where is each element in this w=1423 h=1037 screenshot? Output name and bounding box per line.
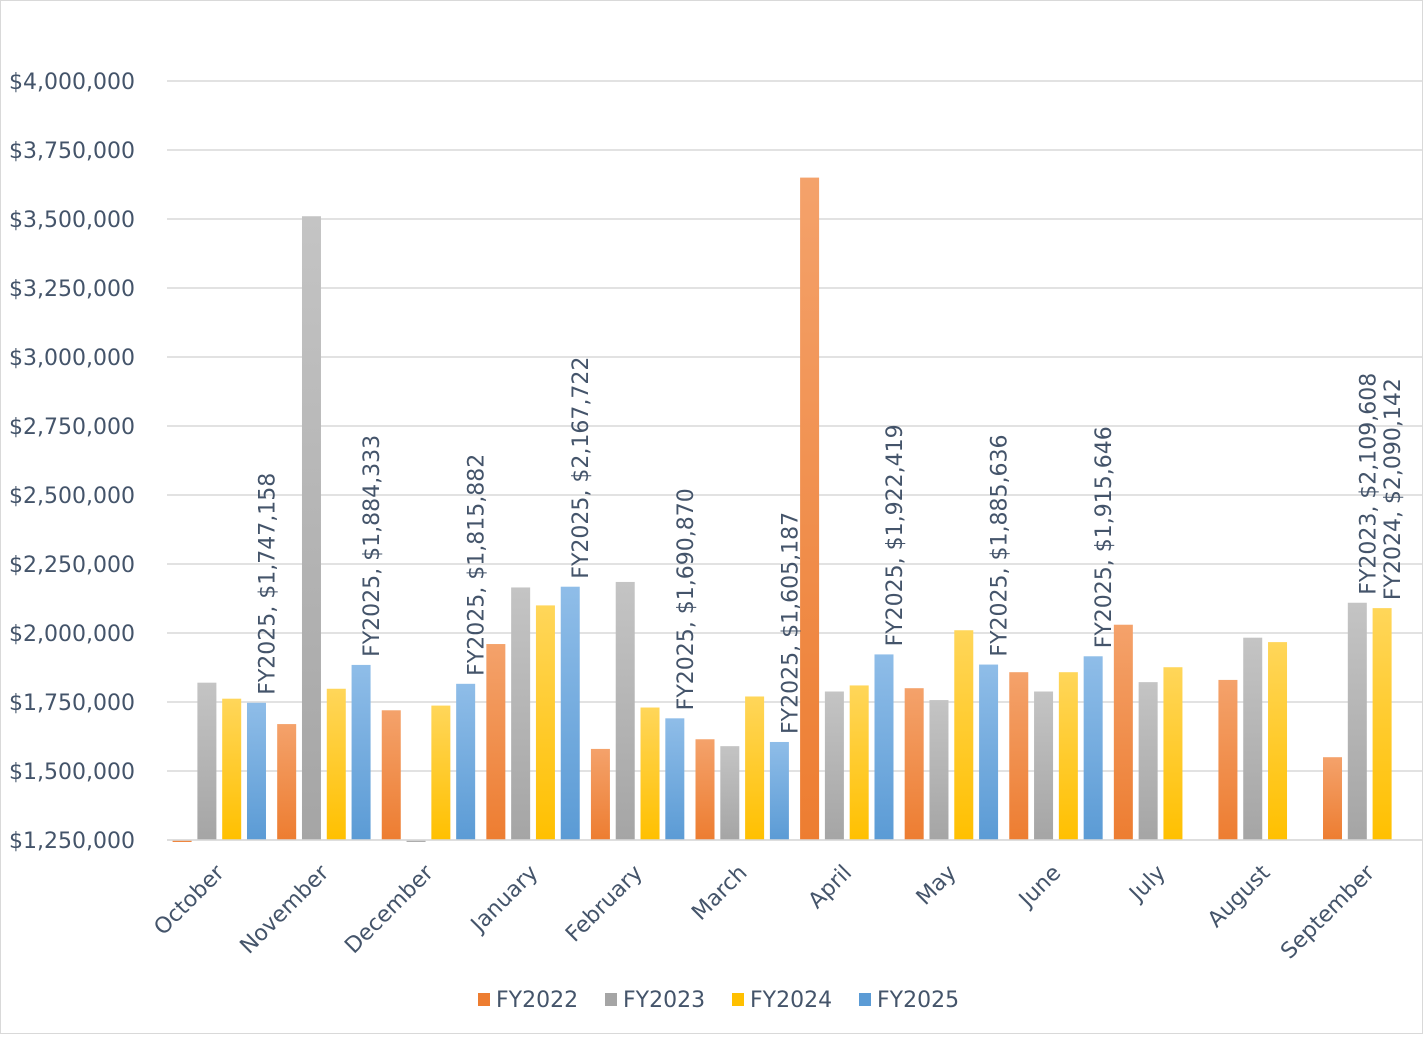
x-tick-label: September [1276,860,1380,964]
y-axis-tick-labels: $1,250,000 $1,500,000 $1,750,000 $2,000,000… [9,70,135,854]
y-tick-label: $1,250,000 [9,829,135,854]
bar-fy2022-june [1009,672,1029,840]
x-tick-label: May [912,861,962,911]
bar-fy2023-february [615,581,635,840]
data-labels: FY2025, $1,747,158 FY2025, $1,884,333 FY20… [255,357,1406,734]
data-label: FY2024, $2,090,142 [1381,378,1406,600]
data-label: FY2025, $1,605,187 [778,512,803,734]
x-tick-label: July [1124,861,1171,908]
bar-fy2024-january [535,605,555,840]
y-tick-label: $3,500,000 [9,208,135,233]
bar-fy2022-august [1218,679,1238,840]
bar-fy2025-may [979,664,999,840]
y-tick-label: $3,250,000 [9,277,135,302]
bar-fy2023-july [1138,682,1158,840]
bar-fy2024-july [1163,667,1183,840]
bar-fy2025-january [560,586,580,840]
data-label: FY2025, $1,922,419 [883,424,908,646]
data-label: FY2025, $1,915,646 [1092,426,1117,648]
data-label: FY2025, $1,884,333 [360,435,385,657]
bar-fy2024-february [640,707,660,840]
y-tick-label: $3,000,000 [9,346,135,371]
y-tick-label: $2,750,000 [9,415,135,440]
data-label: FY2025, $1,815,882 [465,454,490,676]
bar-fy2023-october [197,682,217,840]
bar-fy2025-april [874,654,894,840]
bar-fy2024-december [431,705,451,840]
bar-fy2025-december [456,683,476,840]
bar-fy2022-december [381,710,401,840]
x-tick-label: November [236,860,335,959]
y-tick-label: $2,000,000 [9,622,135,647]
data-label: FY2025, $1,690,870 [674,488,699,710]
x-tick-label: August [1203,860,1275,932]
bar-fy2023-november [301,216,321,841]
data-label: FY2025, $1,747,158 [255,473,280,695]
bar-fy2022-september [1323,757,1343,840]
bar-fy2024-august [1268,642,1288,840]
bar-fy2023-april [824,691,844,840]
bar-fy2022-february [590,748,610,840]
bar-fy2024-may [954,630,974,840]
legend-swatch-fy2025 [859,993,871,1006]
y-tick-label: $2,500,000 [9,484,135,509]
y-tick-label: $4,000,000 [9,70,135,95]
bar-fy2022-january [486,644,506,840]
bar-fy2024-september [1372,608,1392,840]
y-tick-label: $3,750,000 [9,139,135,164]
legend-label: FY2024 [750,988,832,1013]
bar-fy2023-march [720,746,740,840]
bar-fy2022-april [800,177,820,841]
data-label: FY2025, $2,167,722 [569,357,594,579]
legend-swatch-fy2024 [732,993,744,1006]
x-axis-tick-labels: October November December January February Ma… [150,860,1381,964]
bar-fy2024-march [745,696,765,840]
bar-fy2022-march [695,739,715,840]
legend-label: FY2025 [877,988,959,1013]
bar-fy2024-october [222,698,242,840]
bar-fy2025-november [351,664,371,840]
bar-fy2025-february [665,718,685,840]
bar-fy2022-november [277,724,297,840]
legend-label: FY2023 [623,988,705,1013]
bar-fy2024-april [849,685,869,840]
bar-fy2022-may [904,688,924,840]
legend: FY2022 FY2023 FY2024 FY2025 [478,988,959,1013]
legend-swatch-fy2022 [478,993,490,1006]
x-tick-label: June [1013,861,1066,914]
x-tick-label: October [150,860,231,941]
bar-fy2023-january [511,587,531,840]
bar-fy2025-october [246,702,266,840]
bar-fy2023-december [406,840,426,842]
bar-fy2022-october [172,840,192,842]
x-tick-label: March [687,861,752,926]
bar-fy2024-november [326,688,346,840]
bar-fy2023-august [1243,637,1263,840]
legend-label: FY2022 [496,988,578,1013]
data-label: FY2025, $1,885,636 [988,435,1013,657]
y-tick-label: $1,500,000 [9,760,135,785]
y-tick-label: $2,250,000 [9,553,135,578]
x-tick-label: February [561,861,648,948]
bar-fy2024-june [1058,672,1078,840]
y-tick-label: $1,750,000 [9,691,135,716]
x-tick-label: December [340,860,439,959]
bar-fy2023-september [1347,602,1367,840]
bar-fy2025-march [769,741,789,840]
gridlines [167,80,1422,841]
bars [172,177,1392,842]
x-tick-label: January [465,861,543,939]
bar-fy2022-july [1113,624,1133,840]
x-tick-label: April [804,861,857,914]
bar-fy2025-june [1083,656,1103,840]
bar-fy2023-may [929,700,949,840]
data-label: FY2023, $2,109,608 [1356,373,1381,595]
bar-fy2023-june [1034,691,1054,840]
legend-swatch-fy2023 [605,993,617,1006]
